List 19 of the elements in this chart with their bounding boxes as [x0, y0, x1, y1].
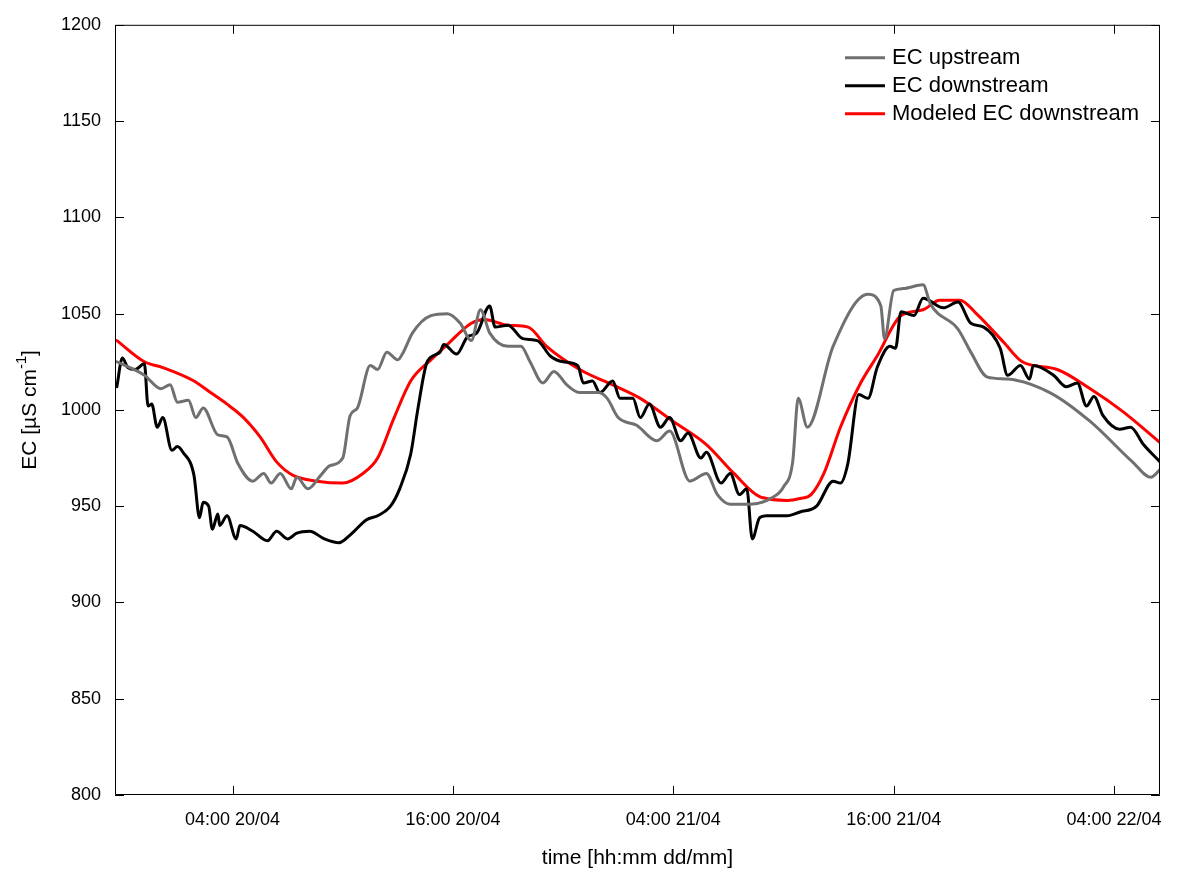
- y-tick-label: 800: [70, 783, 101, 804]
- x-tick-label: 16:00 20/04: [405, 808, 501, 829]
- y-tick-label: 1200: [60, 13, 101, 34]
- x-tick-label: 04:00 20/04: [184, 808, 281, 829]
- y-tick-label: 1150: [62, 110, 101, 131]
- x-tick-label: 16:00 21/04: [846, 808, 942, 829]
- x-axis-title: time [hh:mm dd/mm]: [541, 844, 734, 868]
- y-tick-label: 1000: [60, 398, 101, 419]
- y-axis-title: EC [µS cm-1]: [12, 350, 40, 470]
- y-tick-label: 950: [70, 495, 101, 516]
- y-tick-label: 1050: [60, 302, 101, 323]
- legend-label: Modeled EC downstream: [891, 99, 1140, 125]
- y-tick-label: 1100: [62, 206, 101, 227]
- x-tick-label: 04:00 21/04: [625, 808, 721, 829]
- legend-label: EC upstream: [891, 43, 1021, 69]
- x-tick-label: 04:00 22/04: [1066, 808, 1162, 829]
- y-tick-label: 900: [70, 591, 101, 612]
- y-tick-label: 850: [70, 687, 101, 708]
- legend-label: EC downstream: [891, 71, 1049, 97]
